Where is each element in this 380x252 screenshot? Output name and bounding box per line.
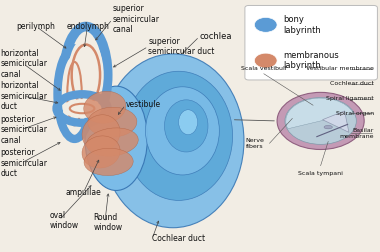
Text: cochlea: cochlea: [200, 32, 232, 41]
Ellipse shape: [125, 71, 233, 200]
Ellipse shape: [87, 128, 138, 156]
Text: Scala vestibuli: Scala vestibuli: [241, 66, 287, 71]
Wedge shape: [286, 98, 353, 129]
Circle shape: [254, 53, 277, 68]
Text: posterior
semicircular
duct: posterior semicircular duct: [1, 148, 48, 178]
Text: Nerve
fibers: Nerve fibers: [245, 138, 264, 149]
Text: superior
semicircular duct: superior semicircular duct: [148, 37, 215, 56]
Text: Spiral organ: Spiral organ: [336, 111, 374, 116]
Circle shape: [254, 17, 277, 32]
Ellipse shape: [179, 110, 198, 135]
Text: bony
labyrinth: bony labyrinth: [283, 15, 320, 35]
Text: posterior
semicircular
canal: posterior semicircular canal: [1, 115, 48, 145]
Ellipse shape: [324, 125, 332, 129]
FancyBboxPatch shape: [245, 6, 377, 80]
Ellipse shape: [63, 57, 86, 130]
Text: Vestibular membrane: Vestibular membrane: [306, 66, 374, 71]
Ellipse shape: [82, 136, 120, 168]
Ellipse shape: [84, 91, 126, 123]
Polygon shape: [323, 111, 349, 132]
Text: Basilar
membrane: Basilar membrane: [339, 128, 374, 139]
Ellipse shape: [102, 54, 244, 228]
Text: Round
window: Round window: [93, 213, 123, 232]
Text: oval
window: oval window: [50, 211, 79, 230]
Text: perilymph: perilymph: [16, 22, 55, 31]
Ellipse shape: [70, 39, 102, 111]
Circle shape: [285, 98, 356, 144]
Ellipse shape: [165, 100, 208, 152]
Text: Cochlear duct: Cochlear duct: [330, 81, 374, 86]
Text: Spiral ligament: Spiral ligament: [326, 96, 374, 101]
Ellipse shape: [146, 87, 219, 175]
Circle shape: [277, 92, 364, 149]
Text: Cochlear duct: Cochlear duct: [152, 234, 205, 243]
Ellipse shape: [82, 115, 120, 152]
Text: membranous
labyrinth: membranous labyrinth: [283, 51, 339, 70]
Text: superior
semicircular
canal: superior semicircular canal: [112, 4, 159, 34]
Text: ampullae: ampullae: [65, 188, 101, 198]
Ellipse shape: [88, 107, 137, 137]
Text: endolymph: endolymph: [67, 22, 110, 31]
Text: horizontal
semicircular
duct: horizontal semicircular duct: [1, 81, 48, 111]
Text: Scala tympani: Scala tympani: [298, 171, 343, 176]
Text: vestibule: vestibule: [126, 100, 161, 109]
Ellipse shape: [64, 101, 100, 117]
Text: horizontal
semicircular
canal: horizontal semicircular canal: [1, 49, 48, 79]
Ellipse shape: [85, 86, 147, 191]
Ellipse shape: [84, 148, 133, 176]
